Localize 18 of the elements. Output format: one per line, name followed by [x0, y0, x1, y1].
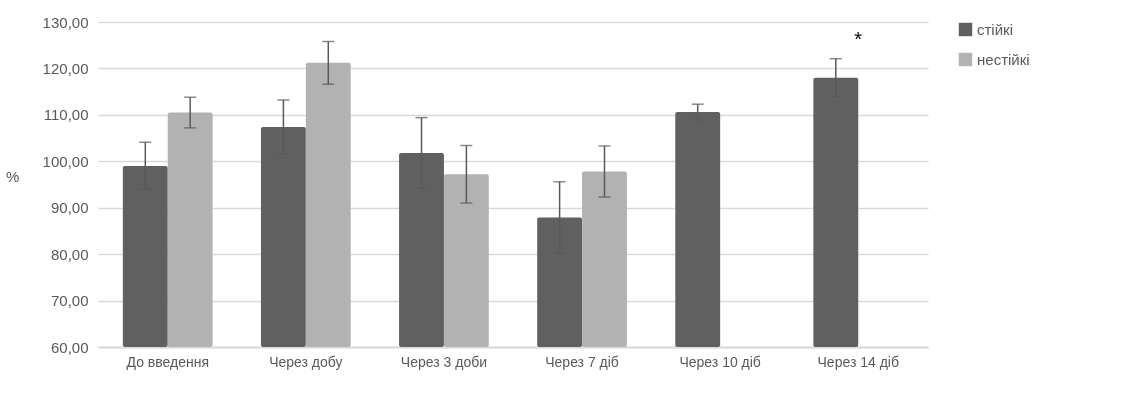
x-tick-label: До введення — [126, 353, 209, 370]
x-tick-label: Через 7 діб — [545, 353, 619, 370]
y-axis-title: % — [5, 168, 20, 185]
annotation: * — [854, 28, 863, 50]
y-tick-label: 110,00 — [43, 106, 89, 124]
legend-label: нестійкі — [977, 50, 1030, 68]
y-tick-label: 60,00 — [50, 338, 89, 356]
legend-label: стійкі — [977, 20, 1013, 38]
y-tick-label: 100,00 — [42, 152, 89, 170]
x-tick-label: Через 14 діб — [817, 353, 899, 370]
y-tick-label: 130,00 — [42, 13, 89, 31]
y-tick-label: 90,00 — [50, 199, 89, 217]
x-tick-label: Через добу — [269, 353, 343, 370]
x-tick-label: Через 10 діб — [679, 353, 761, 370]
y-tick-label: 80,00 — [50, 245, 89, 263]
y-tick-label: 70,00 — [50, 292, 89, 310]
y-tick-label: 120,00 — [42, 59, 89, 77]
x-tick-label: Через 3 доби — [400, 353, 488, 370]
